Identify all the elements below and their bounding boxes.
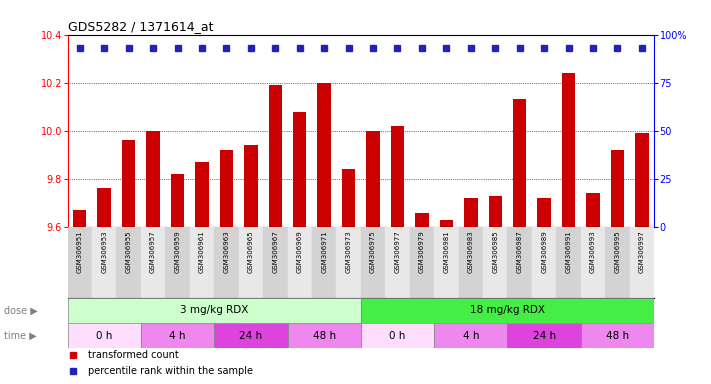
Text: GSM306985: GSM306985	[492, 230, 498, 273]
Text: GSM306959: GSM306959	[174, 230, 181, 273]
Text: GSM306955: GSM306955	[126, 230, 132, 273]
Bar	[190, 227, 214, 298]
Text: GSM306967: GSM306967	[272, 230, 278, 273]
Bar	[635, 133, 648, 227]
Text: GSM306977: GSM306977	[395, 230, 400, 273]
Text: GSM306953: GSM306953	[101, 230, 107, 273]
Bar	[581, 227, 605, 298]
Bar	[439, 220, 453, 227]
Text: GSM306995: GSM306995	[614, 230, 621, 273]
Text: 3 mg/kg RDX: 3 mg/kg RDX	[180, 306, 248, 316]
Bar	[415, 212, 429, 227]
Text: GSM306963: GSM306963	[223, 230, 230, 273]
Text: GSM306961: GSM306961	[199, 230, 205, 273]
Text: time ▶: time ▶	[4, 331, 36, 341]
Bar	[165, 227, 190, 298]
Bar	[92, 227, 117, 298]
Text: GSM306989: GSM306989	[541, 230, 547, 273]
Bar	[317, 83, 331, 227]
Bar	[146, 131, 160, 227]
Text: 0 h: 0 h	[390, 331, 406, 341]
Bar	[434, 323, 508, 348]
Text: 18 mg/kg RDX: 18 mg/kg RDX	[470, 306, 545, 316]
Text: 4 h: 4 h	[169, 331, 186, 341]
Bar	[630, 227, 654, 298]
Bar	[312, 227, 336, 298]
Bar	[532, 227, 556, 298]
Text: GSM306973: GSM306973	[346, 230, 352, 273]
Bar	[538, 198, 551, 227]
Bar	[342, 169, 356, 227]
Bar	[239, 227, 263, 298]
Bar	[410, 227, 434, 298]
Bar	[117, 227, 141, 298]
Bar	[513, 99, 526, 227]
Bar	[391, 126, 405, 227]
Bar	[287, 323, 360, 348]
Text: 24 h: 24 h	[240, 331, 262, 341]
Bar	[366, 131, 380, 227]
Bar	[459, 227, 483, 298]
Bar	[263, 227, 287, 298]
Text: dose ▶: dose ▶	[4, 306, 37, 316]
Bar	[68, 323, 141, 348]
Bar	[220, 150, 233, 227]
Text: 48 h: 48 h	[606, 331, 629, 341]
Text: GDS5282 / 1371614_at: GDS5282 / 1371614_at	[68, 20, 213, 33]
Bar	[483, 227, 508, 298]
Bar	[508, 323, 581, 348]
Bar	[214, 323, 287, 348]
Bar	[141, 227, 165, 298]
Bar	[434, 227, 459, 298]
Bar	[214, 227, 239, 298]
Bar	[269, 85, 282, 227]
Text: 0 h: 0 h	[96, 331, 112, 341]
Text: GSM306957: GSM306957	[150, 230, 156, 273]
Bar	[68, 227, 92, 298]
Bar	[171, 174, 184, 227]
Bar	[361, 298, 654, 323]
Text: GSM306979: GSM306979	[419, 230, 425, 273]
Bar	[488, 196, 502, 227]
Text: GSM306981: GSM306981	[444, 230, 449, 273]
Text: 4 h: 4 h	[463, 331, 479, 341]
Bar	[361, 323, 434, 348]
Text: GSM306983: GSM306983	[468, 230, 474, 273]
Text: GSM306993: GSM306993	[590, 230, 596, 273]
Text: 24 h: 24 h	[533, 331, 556, 341]
Text: GSM306969: GSM306969	[296, 230, 303, 273]
Bar	[196, 162, 209, 227]
Bar	[68, 298, 361, 323]
Bar	[464, 198, 478, 227]
Bar	[244, 145, 257, 227]
Text: GSM306951: GSM306951	[77, 230, 82, 273]
Bar	[385, 227, 410, 298]
Text: GSM306987: GSM306987	[517, 230, 523, 273]
Bar	[287, 227, 312, 298]
Bar	[141, 323, 214, 348]
Text: transformed count: transformed count	[88, 351, 179, 361]
Bar	[611, 150, 624, 227]
Bar	[97, 189, 111, 227]
Text: GSM306991: GSM306991	[565, 230, 572, 273]
Bar	[581, 323, 654, 348]
Text: GSM306997: GSM306997	[639, 230, 645, 273]
Bar	[562, 73, 575, 227]
Bar	[508, 227, 532, 298]
Text: percentile rank within the sample: percentile rank within the sample	[88, 366, 253, 376]
Text: GSM306965: GSM306965	[248, 230, 254, 273]
Bar	[360, 227, 385, 298]
Bar	[557, 227, 581, 298]
Bar	[605, 227, 630, 298]
Bar	[73, 210, 87, 227]
Text: GSM306975: GSM306975	[370, 230, 376, 273]
Text: 48 h: 48 h	[313, 331, 336, 341]
Bar	[122, 141, 135, 227]
Bar	[293, 111, 306, 227]
Text: GSM306971: GSM306971	[321, 230, 327, 273]
Bar	[587, 193, 600, 227]
Bar	[336, 227, 361, 298]
